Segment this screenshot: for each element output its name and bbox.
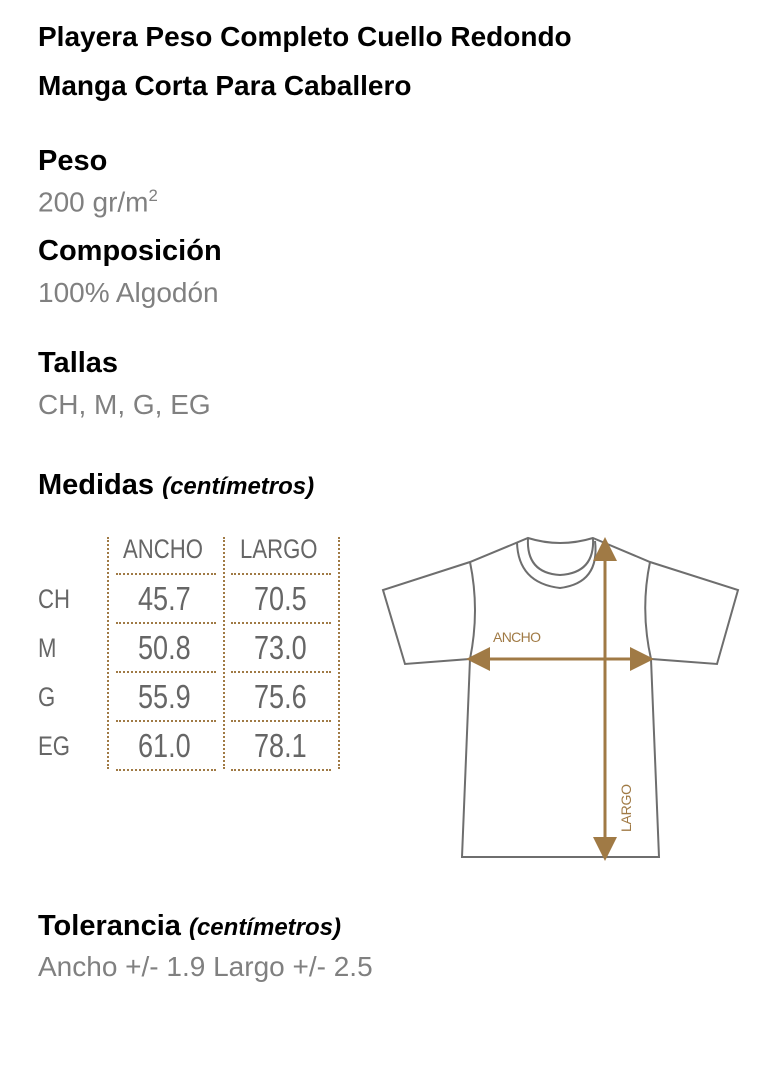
table-divider xyxy=(223,537,225,769)
row-size: M xyxy=(38,633,57,663)
row-size: EG xyxy=(38,731,70,761)
tallas-label: Tallas xyxy=(38,347,119,379)
row-rule xyxy=(231,720,331,722)
peso-label: Peso xyxy=(38,145,108,177)
row-rule xyxy=(116,769,216,771)
title-line-1: Playera Peso Completo Cuello Redondo xyxy=(38,21,572,52)
composicion-label: Composición xyxy=(38,235,222,267)
row-rule xyxy=(231,622,331,624)
row-ancho: 50.8 xyxy=(138,629,191,666)
header-ancho: ANCHO xyxy=(123,534,221,565)
medidas-label: Medidas xyxy=(38,469,155,501)
medidas-heading: Medidas (centímetros) xyxy=(38,469,314,502)
header-largo-text: LARGO xyxy=(240,534,318,564)
table-divider xyxy=(338,537,340,769)
composicion-value: 100% Algodón xyxy=(38,277,219,308)
row-ancho: 61.0 xyxy=(138,727,191,764)
row-rule xyxy=(231,573,331,575)
row-largo: 70.5 xyxy=(254,580,307,617)
row-ancho: 45.7 xyxy=(138,580,191,617)
row-largo: 78.1 xyxy=(254,727,307,764)
row-size: G xyxy=(38,682,56,712)
tolerancia-label: Tolerancia xyxy=(38,910,181,942)
product-title: Playera Peso Completo Cuello Redondo Man… xyxy=(38,12,572,110)
title-line-2: Manga Corta Para Caballero xyxy=(38,70,412,101)
row-rule xyxy=(116,573,216,575)
row-largo: 75.6 xyxy=(254,678,307,715)
tolerancia-heading: Tolerancia (centímetros) xyxy=(38,910,341,943)
tshirt-outline xyxy=(381,536,740,858)
header-ancho-text: ANCHO xyxy=(123,534,203,564)
row-rule xyxy=(116,671,216,673)
ancho-label: ANCHO xyxy=(493,629,541,645)
peso-value-text: 200 gr/m xyxy=(38,186,149,218)
row-rule xyxy=(116,622,216,624)
peso-value: 200 gr/m2 xyxy=(38,186,158,218)
tolerancia-unit: (centímetros) xyxy=(188,914,341,941)
peso-sup: 2 xyxy=(148,186,158,205)
row-rule xyxy=(231,769,331,771)
row-largo: 73.0 xyxy=(254,629,307,666)
row-ancho: 55.9 xyxy=(138,678,191,715)
largo-label: LARGO xyxy=(618,784,634,832)
row-size: CH xyxy=(38,584,70,614)
row-rule xyxy=(231,671,331,673)
row-rule xyxy=(116,720,216,722)
medidas-unit: (centímetros) xyxy=(162,473,315,500)
tallas-value: CH, M, G, EG xyxy=(38,389,211,420)
header-largo: LARGO xyxy=(240,534,335,565)
tolerancia-value: Ancho +/- 1.9 Largo +/- 2.5 xyxy=(38,951,373,982)
table-divider xyxy=(107,537,109,769)
